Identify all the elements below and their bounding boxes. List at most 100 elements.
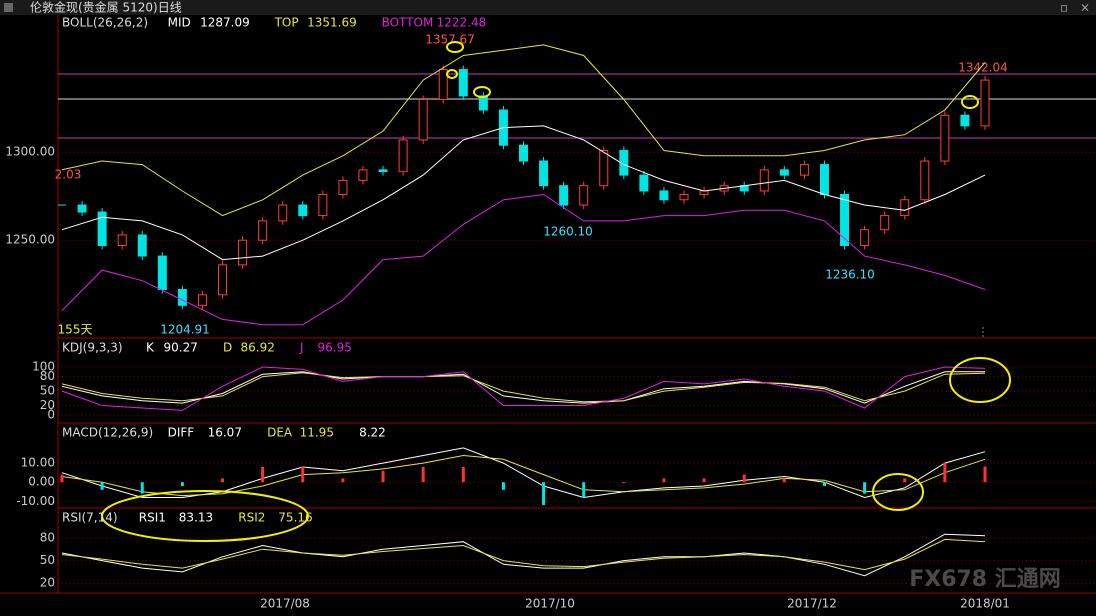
watermark: FX678 汇通网 — [909, 567, 1061, 592]
title-bar — [0, 0, 1096, 15]
candle — [478, 95, 488, 111]
histogram-bar — [542, 482, 546, 506]
panel-title: KDJ(9,3,3) — [62, 341, 123, 355]
legend-name: RSI1 — [139, 511, 166, 525]
marks: 2017/08 2017/10 2017/12 2018/01 1250.00 1300.… — [5, 16, 1096, 611]
candle — [759, 169, 769, 192]
y-tick-label: 20 — [40, 398, 55, 412]
candle — [920, 160, 930, 201]
highlight-ellipse — [446, 41, 464, 53]
candle — [458, 69, 468, 97]
histogram-bar — [421, 466, 425, 483]
y-tick-label: 50 — [40, 553, 55, 567]
histogram-bar — [301, 466, 305, 483]
candle — [659, 190, 669, 201]
window-button[interactable]: × — [1080, 1, 1090, 15]
legend-name: K — [146, 341, 155, 355]
candle — [157, 255, 167, 290]
candle — [177, 288, 187, 306]
histogram-bar — [221, 478, 225, 483]
candle — [338, 179, 348, 195]
annotation: 2.03 — [55, 168, 82, 182]
legend-value: 90.27 — [164, 341, 198, 355]
histogram-bar — [461, 466, 465, 483]
candle — [819, 164, 829, 195]
title-icon — [4, 3, 13, 12]
annotation: 155天 — [58, 323, 93, 337]
legend-value: 83.13 — [179, 511, 213, 525]
candle — [137, 234, 147, 257]
histogram-bar — [943, 463, 947, 483]
legend-value: 75.16 — [278, 511, 312, 525]
series-line — [61, 372, 986, 403]
candle — [880, 215, 890, 231]
series-line — [61, 447, 986, 499]
highlight-ellipse — [101, 490, 309, 542]
annotation: 1204.91 — [160, 323, 210, 337]
panel-title: BOLL(26,26,2) — [62, 16, 148, 30]
candle — [539, 160, 549, 187]
x-tick-label: 2017/10 — [525, 597, 575, 611]
histogram-bar — [100, 482, 104, 490]
window-button[interactable]: ▫ — [1060, 1, 1068, 15]
candle — [378, 169, 388, 173]
series-line — [61, 538, 986, 571]
histogram-bar — [903, 478, 907, 483]
candle — [779, 169, 789, 176]
y-tick-label: 100 — [32, 359, 55, 373]
legend-name: TOP — [274, 16, 299, 30]
histogram-bar — [180, 482, 184, 487]
candle — [860, 229, 870, 247]
legend-name: RSI2 — [238, 511, 265, 525]
candle — [438, 69, 448, 100]
histogram-bar — [863, 482, 867, 494]
candle — [519, 144, 528, 162]
highlight-ellipse — [961, 95, 979, 109]
highlight-ellipse — [446, 69, 458, 79]
candle — [398, 139, 408, 173]
series-line — [61, 125, 986, 261]
candle — [559, 185, 569, 206]
legend-value: 1222.48 — [437, 16, 487, 30]
histogram-bar — [702, 478, 706, 483]
candle — [900, 199, 910, 217]
legend-value: 8.22 — [359, 426, 386, 440]
histogram-bar — [381, 470, 385, 483]
legend-name: DIFF — [168, 426, 195, 440]
legend-value: 1287.09 — [200, 16, 250, 30]
histogram-bar — [140, 482, 144, 494]
series-line — [61, 371, 985, 404]
histogram-bar — [501, 482, 505, 490]
legend-value: 11.95 — [300, 426, 334, 440]
candle — [197, 294, 207, 306]
x-tick-label: 2017/12 — [787, 597, 837, 611]
candle — [77, 204, 87, 213]
legend-value: 96.95 — [318, 341, 352, 355]
y-tick-label: 80 — [40, 369, 55, 383]
y-tick-label: 1250.00 — [5, 233, 55, 247]
candle — [619, 149, 629, 176]
histogram-bar — [822, 482, 826, 487]
y-tick-label: 0 — [47, 408, 55, 422]
y-tick-label: 0.00 — [28, 475, 55, 489]
histogram-bar — [782, 478, 786, 483]
candle — [298, 204, 308, 217]
histogram-bar — [662, 478, 666, 483]
candle — [238, 239, 248, 266]
y-tick-label: 80 — [40, 530, 55, 544]
candle — [278, 204, 288, 222]
series-line — [61, 366, 986, 411]
candle — [418, 98, 428, 141]
legend-value: 1351.69 — [307, 16, 357, 30]
series-line — [61, 193, 986, 326]
candle — [218, 264, 228, 296]
legend-value: 16.07 — [208, 426, 242, 440]
series-line — [61, 454, 986, 497]
candle — [639, 174, 649, 192]
highlight-ellipse — [949, 357, 1011, 403]
candle — [258, 220, 268, 241]
annotation: 1357.67 — [425, 33, 475, 47]
histogram-bar — [341, 478, 345, 483]
legend-name: D — [223, 341, 232, 355]
